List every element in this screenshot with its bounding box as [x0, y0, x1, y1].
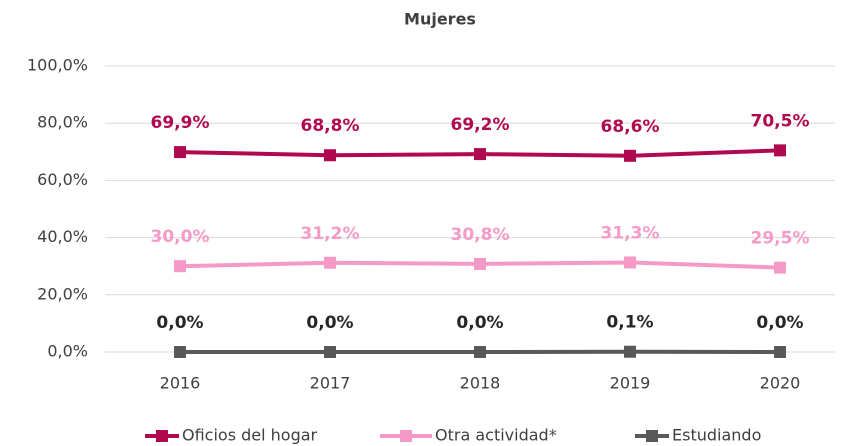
- legend-marker: [156, 430, 168, 442]
- x-tick-label: 2018: [460, 374, 501, 393]
- point: [174, 346, 186, 358]
- y-tick-label: 100,0%: [27, 56, 88, 75]
- y-tick-label: 0,0%: [47, 342, 88, 361]
- point: [174, 146, 186, 159]
- x-tick-label: 2019: [610, 374, 651, 393]
- legend-label: Oficios del hogar: [182, 426, 318, 445]
- point: [624, 345, 636, 358]
- data-label: 30,0%: [151, 227, 210, 247]
- legend-marker: [400, 430, 412, 442]
- data-label: 31,2%: [301, 224, 360, 244]
- chart-title: Mujeres: [404, 10, 476, 29]
- data-label: 31,3%: [601, 223, 660, 243]
- legend-label: Otra actividad*: [435, 426, 557, 445]
- y-tick-label: 20,0%: [37, 284, 88, 303]
- point: [774, 346, 786, 358]
- data-label: 70,5%: [751, 111, 810, 131]
- data-label: 0,0%: [456, 313, 503, 333]
- point: [174, 260, 186, 273]
- legend-marker: [646, 430, 658, 442]
- x-tick-label: 2016: [160, 374, 201, 393]
- point: [624, 256, 636, 269]
- data-label: 0,0%: [306, 313, 353, 333]
- y-tick-label: 40,0%: [37, 227, 88, 246]
- data-label: 69,9%: [151, 113, 210, 133]
- data-label: 68,6%: [601, 117, 660, 137]
- point: [324, 256, 336, 269]
- x-tick-label: 2020: [760, 374, 801, 393]
- point: [774, 261, 786, 274]
- data-label: 0,0%: [156, 313, 203, 333]
- point: [474, 148, 486, 161]
- legend-label: Estudiando: [672, 426, 761, 445]
- data-label: 68,8%: [301, 116, 360, 136]
- x-tick-label: 2017: [310, 374, 351, 393]
- data-label: 29,5%: [751, 229, 810, 249]
- point: [324, 149, 336, 162]
- point: [474, 346, 486, 358]
- point: [474, 257, 486, 270]
- point: [774, 144, 786, 157]
- data-label: 0,0%: [756, 313, 803, 333]
- data-label: 0,1%: [606, 313, 653, 333]
- point: [324, 346, 336, 358]
- y-tick-label: 60,0%: [37, 170, 88, 189]
- y-tick-label: 80,0%: [37, 113, 88, 132]
- point: [624, 149, 636, 162]
- data-label: 69,2%: [451, 115, 510, 135]
- data-label: 30,8%: [451, 225, 510, 245]
